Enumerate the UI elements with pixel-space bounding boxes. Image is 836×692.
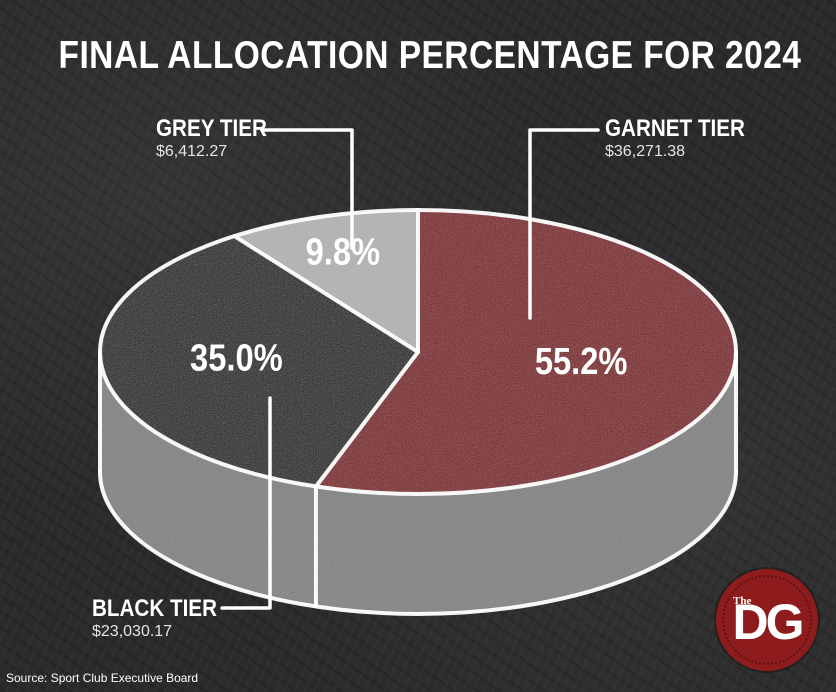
callout-grey-tier: GREY TIER $6,412.27 — [156, 116, 285, 162]
pie-slice-grey — [234, 210, 418, 352]
callout-leader-lines — [220, 128, 600, 610]
percent-label-garnet: 55.2% — [535, 340, 628, 383]
pie-side-walls — [100, 352, 736, 614]
leader-black — [220, 396, 272, 610]
pie-chalk-outline — [98, 208, 738, 616]
leader-grey — [260, 128, 354, 250]
logo-the: The — [733, 595, 752, 607]
slice-amount-garnet: $36,271.38 — [605, 143, 686, 160]
chart-title: FINAL ALLOCATION PERCENTAGE FOR 2024 — [58, 34, 802, 77]
percent-label-grey: 9.8% — [306, 230, 380, 273]
pie-top-faces — [100, 210, 737, 495]
pie-divider-grey — [232, 234, 420, 354]
pie-divider-black — [313, 350, 420, 489]
callout-garnet-tier: GARNET TIER $36,271.38 — [605, 116, 768, 162]
slice-label-black: BLACK TIER — [92, 595, 217, 622]
pie-bottom-rim — [98, 470, 738, 616]
percent-label-black: 35.0% — [190, 336, 283, 379]
slice-amount-grey: $6,412.27 — [156, 143, 228, 160]
pie-slice-black — [100, 236, 418, 487]
leader-garnet — [528, 128, 600, 320]
percent-labels: 55.2% 35.0% 9.8% — [190, 230, 627, 382]
logo-wordmark: DG — [732, 594, 805, 650]
slice-label-grey: GREY TIER — [156, 115, 267, 142]
slice-amount-black: $23,030.17 — [92, 623, 173, 640]
source-note: Source: Sport Club Executive Board — [6, 671, 199, 685]
pie-slice-garnet — [315, 210, 737, 495]
slice-label-garnet: GARNET TIER — [605, 115, 745, 142]
dg-logo: DG The — [716, 569, 818, 671]
callout-black-tier: BLACK TIER $23,030.17 — [92, 596, 237, 642]
logo-ring — [722, 575, 812, 665]
pie-side-grey — [100, 352, 736, 614]
